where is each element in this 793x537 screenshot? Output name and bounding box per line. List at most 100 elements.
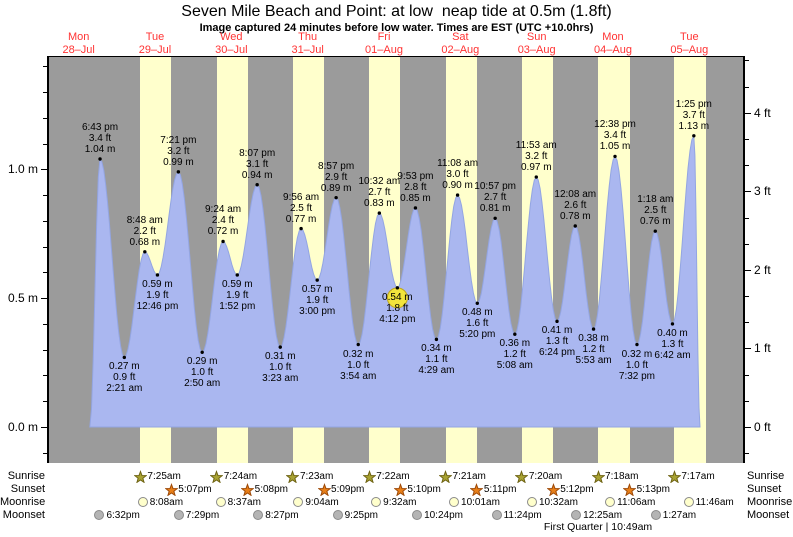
tide-extreme-dot	[235, 273, 239, 277]
plot-top-border	[47, 56, 745, 57]
sunrise-time: 7:17am	[681, 471, 715, 482]
tide-extreme-dot	[493, 216, 497, 220]
tide-extreme-dot	[591, 327, 596, 331]
day-of-week: Tue	[145, 31, 165, 43]
left-major-tick	[41, 169, 47, 170]
tide-extreme-dot	[122, 355, 127, 360]
tide-extreme-dot	[334, 195, 338, 200]
current-time-marker	[386, 287, 408, 309]
day-date: 02–Aug	[441, 44, 480, 56]
moonrise-time: 9:04am	[305, 497, 339, 508]
sunrise-time: 7:25am	[147, 471, 181, 482]
sunrise-time: 7:22am	[376, 471, 410, 482]
left-minor-tick	[43, 324, 47, 325]
day-label: Sun 03–Aug	[518, 31, 556, 57]
y-axis-label-m: 0.0 m	[7, 420, 38, 434]
moonset-time: 6:32pm	[106, 510, 140, 521]
left-minor-tick	[43, 195, 47, 196]
tide-extreme-dot	[255, 183, 259, 187]
tide-curve	[89, 133, 701, 428]
tide-extreme-dot	[155, 273, 160, 277]
right-major-tick	[745, 191, 751, 192]
right-axis-line	[743, 56, 745, 463]
sunrise-icon	[515, 469, 529, 483]
y-axis-label-ft: 3 ft	[754, 184, 771, 199]
sunrise-time: 7:20am	[528, 471, 563, 482]
sunset-time: 5:11pm	[483, 484, 517, 495]
right-minor-tick	[745, 87, 749, 88]
moonset-time: 12:25am	[583, 510, 623, 521]
moonrise-time: 10:32am	[538, 497, 578, 508]
tide-extreme-dot	[534, 175, 538, 179]
tide-extreme-dot	[176, 170, 181, 174]
moonset-icon	[571, 510, 582, 520]
tide-area-fill	[89, 133, 701, 428]
moonrise-icon	[137, 497, 148, 507]
moonset-icon	[253, 510, 264, 520]
right-minor-tick	[745, 401, 749, 402]
left-major-tick	[41, 427, 47, 428]
day-of-week: Sun	[526, 31, 547, 43]
tide-extreme-dot	[221, 239, 225, 244]
right-minor-tick	[745, 60, 749, 61]
day-label: Mon 04–Aug	[594, 31, 632, 57]
moonset-time: 1:27am	[662, 510, 697, 521]
right-minor-tick	[745, 218, 749, 219]
moonset-time: 10:24pm	[424, 510, 463, 521]
tide-plot-area	[47, 57, 743, 463]
page-title: Seven Mile Beach and Point: at low neap …	[181, 3, 612, 20]
sunrise-row-label-left: Sunrise	[7, 470, 45, 482]
moonrise-row-label-right: Moonrise	[747, 496, 793, 508]
moonrise-icon	[526, 497, 537, 507]
tide-extreme-dot	[356, 342, 360, 347]
left-major-tick	[41, 298, 47, 299]
y-axis-label-m: 1.0 m	[7, 162, 38, 177]
left-minor-tick	[43, 272, 47, 273]
tide-extreme-dot	[299, 226, 303, 231]
moonset-row-label-right: Moonset	[747, 509, 790, 521]
day-label: Thu 31–Jul	[291, 31, 323, 57]
sunset-time: 5:07pm	[178, 484, 212, 495]
tide-extreme-dot	[613, 154, 617, 159]
right-minor-tick	[745, 375, 749, 376]
day-of-week: Wed	[220, 31, 243, 43]
moonset-icon	[412, 510, 423, 520]
day-date: 03–Aug	[517, 44, 556, 56]
y-axis-label-m: 0.5 m	[7, 291, 38, 306]
page-subtitle: Image captured 24 minutes before low wat…	[199, 22, 594, 34]
sunset-icon	[623, 482, 637, 496]
moon-phase-label: First Quarter | 10:49am	[543, 521, 653, 533]
day-date: 30–Jul	[215, 44, 248, 56]
left-minor-tick	[43, 247, 47, 248]
sunset-icon	[317, 482, 331, 496]
moonrise-time: 11:46am	[695, 497, 734, 508]
moonrise-time: 11:06am	[617, 497, 656, 508]
tide-extreme-dot	[635, 342, 639, 347]
day-of-week: Tue	[680, 31, 699, 43]
tide-extreme-dot	[143, 250, 147, 254]
sunset-time: 5:12pm	[560, 484, 594, 495]
moonset-icon	[173, 510, 184, 520]
left-axis-line	[47, 56, 49, 463]
tide-extreme-dot	[413, 206, 418, 210]
tide-extreme-dot	[573, 224, 577, 228]
sunset-icon	[164, 482, 178, 496]
sunset-icon	[241, 482, 255, 496]
sunset-time: 5:09pm	[331, 484, 365, 495]
right-major-tick	[745, 348, 751, 349]
moonset-row-label-left: Moonset	[2, 509, 45, 521]
moonset-icon	[650, 510, 661, 520]
moonrise-row-label-left: Moonrise	[0, 496, 46, 508]
tide-extreme-dot	[653, 229, 657, 233]
day-label: Fri 01–Aug	[365, 31, 403, 57]
right-minor-tick	[745, 453, 749, 454]
day-date: 01–Aug	[365, 44, 403, 56]
sunrise-icon	[286, 469, 300, 483]
moonrise-icon	[683, 497, 694, 507]
moonset-time: 9:25pm	[344, 510, 378, 521]
tide-extreme-dot	[434, 337, 439, 342]
day-date: 04–Aug	[594, 44, 632, 56]
moonset-icon	[491, 510, 502, 520]
moonrise-icon	[215, 497, 226, 507]
tide-extreme-dot	[670, 322, 675, 326]
